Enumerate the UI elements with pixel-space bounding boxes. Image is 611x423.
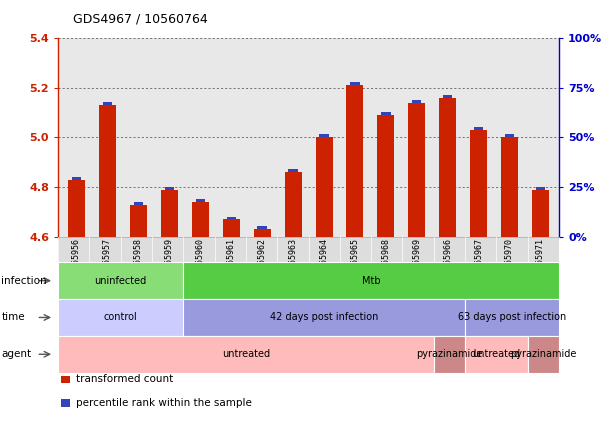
Bar [161, 190, 178, 237]
Text: control: control [104, 313, 137, 322]
Bar [532, 190, 549, 237]
Bar [285, 172, 302, 237]
Text: 42 days post infection: 42 days post infection [270, 313, 378, 322]
Bar [103, 102, 112, 105]
Bar [381, 112, 390, 115]
Text: untreated: untreated [472, 349, 521, 359]
Bar [536, 187, 545, 190]
Text: percentile rank within the sample: percentile rank within the sample [76, 398, 252, 408]
Bar [288, 169, 298, 172]
Bar [346, 85, 364, 237]
Bar [470, 130, 487, 237]
Bar [130, 205, 147, 237]
Bar [350, 82, 360, 85]
Bar [68, 180, 85, 237]
Bar [192, 202, 209, 237]
Bar [443, 95, 452, 98]
Bar [196, 199, 205, 202]
Bar [223, 220, 240, 237]
Text: GDS4967 / 10560764: GDS4967 / 10560764 [73, 13, 208, 26]
Text: untreated: untreated [222, 349, 270, 359]
Text: pyrazinamide: pyrazinamide [510, 349, 577, 359]
Bar [257, 226, 267, 229]
Text: time: time [1, 313, 25, 322]
Bar [315, 137, 332, 237]
Bar [165, 187, 174, 190]
Bar [320, 135, 329, 137]
Bar [408, 103, 425, 237]
Text: pyrazinamide: pyrazinamide [416, 349, 483, 359]
Text: transformed count: transformed count [76, 374, 174, 385]
Bar [505, 135, 514, 137]
Text: Mtb: Mtb [362, 276, 381, 286]
Bar [99, 105, 116, 237]
Bar [439, 98, 456, 237]
Text: infection: infection [1, 276, 47, 286]
Bar [72, 177, 81, 180]
Bar [254, 229, 271, 237]
Bar [134, 202, 143, 205]
Bar [412, 100, 422, 103]
Text: agent: agent [1, 349, 31, 359]
Bar [474, 127, 483, 130]
Bar [501, 137, 518, 237]
Bar [227, 217, 236, 220]
Text: uninfected: uninfected [95, 276, 147, 286]
Bar [378, 115, 394, 237]
Text: 63 days post infection: 63 days post infection [458, 313, 566, 322]
